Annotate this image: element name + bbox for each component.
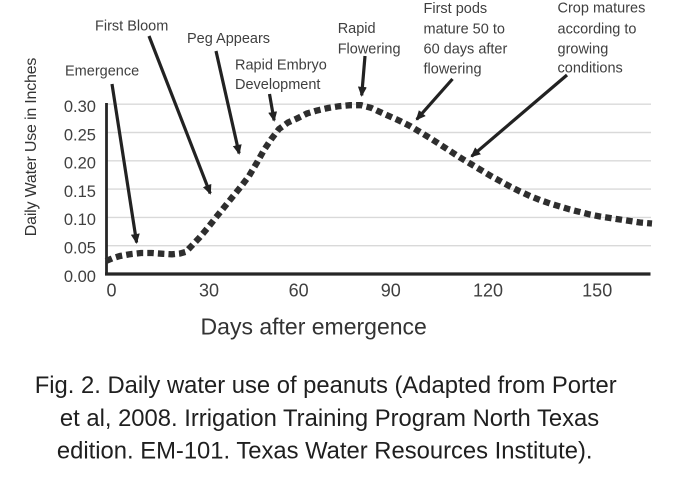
svg-text:0.20: 0.20 xyxy=(64,155,96,173)
svg-text:First pods: First pods xyxy=(424,1,488,17)
svg-text:Daily Water Use in Inches: Daily Water Use in Inches xyxy=(23,58,40,237)
svg-text:90: 90 xyxy=(381,281,401,301)
svg-text:growing: growing xyxy=(558,42,609,58)
svg-text:0.15: 0.15 xyxy=(64,183,96,201)
svg-text:Rapid: Rapid xyxy=(338,21,376,37)
svg-text:60 days after: 60 days after xyxy=(424,42,508,58)
svg-text:Flowering: Flowering xyxy=(338,42,401,58)
svg-text:Emergence: Emergence xyxy=(65,64,139,80)
svg-text:Days after emergence: Days after emergence xyxy=(201,314,427,340)
svg-text:et al, 2008. Irrigation Traini: et al, 2008. Irrigation Training Program… xyxy=(60,405,599,432)
svg-text:Peg Appears: Peg Appears xyxy=(187,31,270,47)
svg-text:Development: Development xyxy=(235,77,320,93)
svg-text:edition. EM-101. Texas Water R: edition. EM-101. Texas Water Resources I… xyxy=(57,437,593,464)
svg-text:First Bloom: First Bloom xyxy=(95,19,168,35)
svg-text:120: 120 xyxy=(473,281,503,301)
svg-text:0.00: 0.00 xyxy=(64,268,96,286)
svg-text:mature 50 to: mature 50 to xyxy=(424,21,505,37)
svg-text:0.10: 0.10 xyxy=(64,211,96,229)
svg-text:150: 150 xyxy=(582,281,612,301)
svg-text:60: 60 xyxy=(289,281,309,301)
svg-text:conditions: conditions xyxy=(558,61,623,77)
svg-text:0.25: 0.25 xyxy=(64,126,96,144)
svg-text:Rapid Embryo: Rapid Embryo xyxy=(235,58,327,74)
svg-text:0: 0 xyxy=(106,281,116,301)
svg-text:according to: according to xyxy=(558,21,637,37)
svg-text:0.05: 0.05 xyxy=(64,240,96,258)
svg-text:30: 30 xyxy=(199,281,219,301)
svg-text:flowering: flowering xyxy=(424,61,482,77)
svg-text:Crop matures: Crop matures xyxy=(558,1,646,17)
svg-text:0.30: 0.30 xyxy=(64,98,96,116)
svg-text:Fig. 2. Daily water use of pea: Fig. 2. Daily water use of peanuts (Adap… xyxy=(35,372,617,399)
